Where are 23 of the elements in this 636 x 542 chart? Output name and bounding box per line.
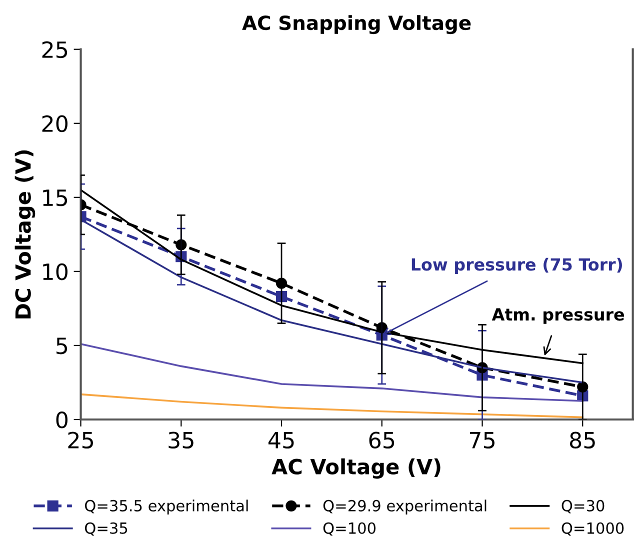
legend-label: Q=35.5 experimental <box>85 500 248 514</box>
x-tick-label: 75 <box>470 432 494 449</box>
legend-label: Q=100 <box>323 522 376 536</box>
annotation: Low pressure (75 Torr) <box>412 258 622 274</box>
y-tick-label: 0 <box>56 411 68 428</box>
x-tick-label: 45 <box>268 432 294 449</box>
y-tick-label: 25 <box>42 41 68 58</box>
legend-label: Q=35 <box>85 522 128 536</box>
y-tick-label: 10 <box>43 263 68 280</box>
legend-label: Q=30 <box>562 500 604 514</box>
x-tick-label: 25 <box>68 432 93 449</box>
x-tick-label: 35 <box>168 432 194 449</box>
x-axis-title: AC Voltage (V) <box>272 458 440 479</box>
y-axis-title: DC Voltage (V) <box>14 150 36 318</box>
y-tick-label: 15 <box>43 190 68 206</box>
annotation: Atm. pressure <box>492 308 624 324</box>
chart-title: AC Snapping Voltage <box>242 15 471 34</box>
legend-label: Q=29.9 experimental <box>323 500 486 514</box>
x-tick-label: 65 <box>369 432 394 449</box>
x-tick-label: 85 <box>570 432 595 449</box>
legend-label: Q=1000 <box>562 522 624 536</box>
y-tick-label: 20 <box>42 115 68 132</box>
y-tick-label: 5 <box>56 338 68 354</box>
